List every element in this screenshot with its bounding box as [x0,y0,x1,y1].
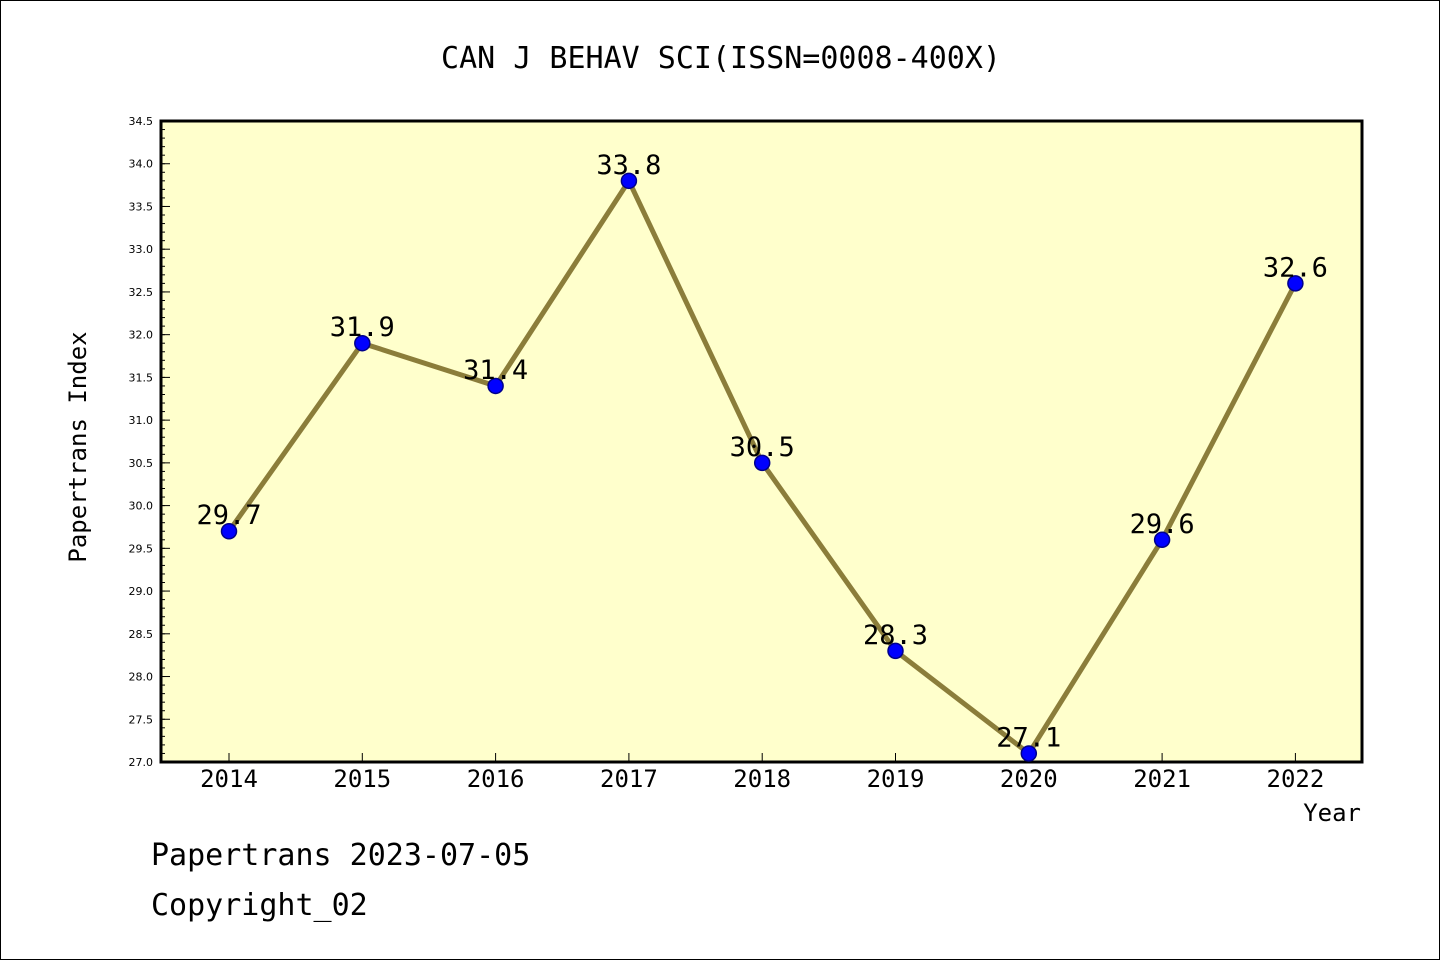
data-point-marker [620,172,638,190]
data-point-marker [1287,275,1304,292]
y-tick-label: 30.5 [129,457,154,470]
series-line-group [220,172,1304,762]
x-tick-label: 2014 [200,765,258,793]
x-tick-label: 2021 [1133,765,1191,793]
data-point-marker [354,334,371,352]
y-axis-ticks: 27.0 27.5 28.0 28.5 29.0 29.5 30.0 30.5 31.0 31.5… [129,115,170,769]
chart-title: CAN J BEHAV SCI(ISSN=0008-400X) [441,41,1001,76]
data-point-marker [753,454,771,472]
y-tick-label: 28.5 [129,628,154,641]
data-label: 30.5 [730,432,795,463]
data-label: 31.9 [330,312,395,343]
x-axis-title: Year [1303,799,1361,827]
data-label: 31.4 [463,355,528,386]
data-point-marker [487,377,504,395]
data-label: 32.6 [1263,252,1328,283]
data-point-marker [1153,531,1171,549]
x-tick-label: 2019 [867,765,925,793]
y-tick-label: 27.0 [129,756,154,769]
x-tick-label: 2016 [467,765,525,793]
data-label: 33.8 [596,150,661,181]
x-tick-label: 2020 [1000,765,1058,793]
y-tick-label: 33.0 [129,243,154,256]
y-axis-title: Papertrans Index [64,331,92,562]
y-tick-label: 33.5 [129,200,154,213]
footer-date: Papertrans 2023-07-05 [151,838,530,873]
data-point-marker [887,642,904,660]
data-label: 29.6 [1130,509,1195,540]
data-label: 28.3 [863,620,928,651]
data-label: 27.1 [996,722,1061,753]
footer-copyright: Copyright_02 [151,888,368,923]
x-tick-label: 2017 [600,765,658,793]
x-tick-label: 2018 [733,765,791,793]
y-tick-label: 31.5 [129,371,154,384]
y-tick-label: 31.0 [129,414,154,427]
y-tick-label: 29.5 [129,542,154,555]
y-tick-label: 32.5 [129,286,154,299]
y-tick-label: 27.5 [129,713,154,726]
data-point-marker [220,522,238,540]
x-axis-ticks: 2014 2015 2016 2017 2018 2019 2020 2021 2022 [200,753,1324,793]
y-tick-label: 28.0 [129,671,154,684]
y-tick-label: 32.0 [129,329,154,342]
y-tick-label: 29.0 [129,585,154,598]
plot-area [159,119,1364,764]
data-label: 29.7 [196,500,261,531]
data-point-marker [1020,745,1038,762]
data-labels-group: 29.7 31.9 31.4 33.8 30.5 28.3 27.1 29.6 32.6 [196,150,1327,754]
x-tick-label: 2015 [333,765,391,793]
y-tick-label: 34.0 [129,158,154,171]
x-tick-label: 2022 [1267,765,1325,793]
y-tick-label: 30.0 [129,500,154,513]
y-tick-label: 34.5 [129,115,154,128]
